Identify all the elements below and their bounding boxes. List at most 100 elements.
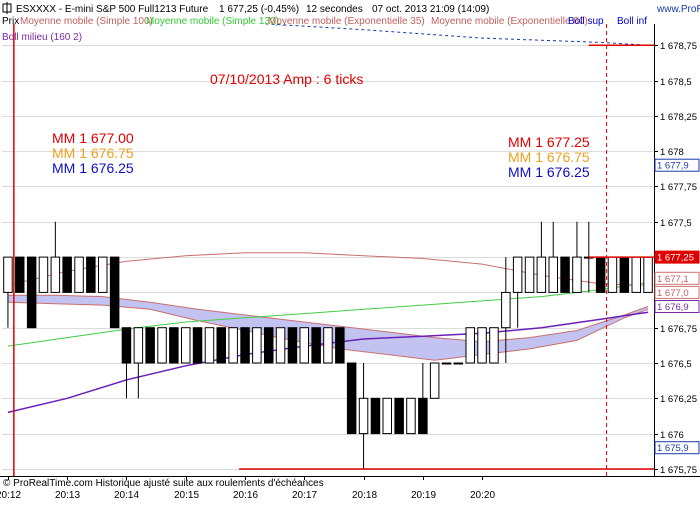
candle [38,256,49,293]
price-tag-box [654,285,700,299]
candle-body [595,256,606,293]
candle [169,327,179,364]
legend-item: Boll inf [617,16,647,27]
candle-body [50,256,61,293]
candle-body [133,327,144,364]
left-mm-label: MM 1 676.25 [52,160,134,176]
candle-body [62,256,72,293]
y-tick-label: 1 676,5 [660,359,692,370]
candle-body [631,256,641,293]
candle-body [572,256,582,293]
y-tick-label: 1 678,75 [660,41,697,52]
candle [536,221,547,293]
candle [512,256,523,328]
price-tag-label: 1 677,0 [657,288,689,299]
candle [643,256,653,293]
candle-body [3,256,13,293]
candle [429,362,440,399]
candle [74,256,84,293]
candle [335,327,345,364]
y-tick-label: 1 678 [660,147,684,158]
candle-body [264,327,274,364]
candle [15,256,25,293]
vertical-lines [13,24,608,476]
x-axis: 20:12 20:13 20:14 20:15 20:16 20:17 20:18 20:19… [0,476,495,501]
candle [3,256,13,328]
candle [394,397,404,435]
annotations: 07/10/2013 Amp : 6 ticks MM 1 677.00 MM 1… [52,71,590,180]
candle [228,327,238,364]
candle [264,327,274,364]
right-mm-label: MM 1 676.75 [508,149,590,165]
legend-item: Moyenne mobile (Simple 130) [146,16,279,27]
right-mm-label: MM 1 677.25 [508,134,590,150]
candle [619,256,630,293]
candle-body [121,327,132,364]
price-tag-box [654,300,700,313]
price-tag: 1 677,25 [654,250,700,264]
candle-body [169,327,179,364]
x-tick-label: 20:20 [470,490,495,500]
left-mm-label: MM 1 677.00 [52,130,134,146]
candle [287,327,298,364]
candle-body [370,397,381,435]
candle [607,256,618,293]
x-tick-label: 20:19 [411,490,436,500]
candle [311,327,321,364]
candle-body [441,362,452,365]
footer-note: © ProRealTime.com Historique ajusté suit… [3,478,324,489]
legend-item: Boll milieu (160 2) [2,32,82,43]
candle-body [275,327,286,364]
candle-body [536,256,547,293]
candle-body [228,327,238,364]
candle [252,327,262,364]
x-tick-label: 20:17 [292,490,317,500]
candle-body [98,256,108,293]
candle-body [489,327,499,364]
y-tick-label: 1 676,25 [660,394,697,405]
candle-body [204,327,215,364]
candle-body [429,362,440,399]
candle [240,327,250,364]
indicator-line [7,282,649,347]
candle-body [311,327,321,364]
y-tick-label: 1 678,5 [660,77,692,88]
legend-item: Moyenne mobile (Simple 100) [20,16,153,27]
candle-body [465,327,475,364]
candle-body [524,256,535,293]
candle [477,327,487,364]
interval-label: 12 secondes [306,4,363,15]
candle [382,397,392,435]
candle [631,256,641,293]
indicator-line [260,24,649,46]
datetime-label: 07 oct. 2013 21:09 (14:09) [372,4,489,15]
candle [595,256,606,293]
candle [299,327,309,364]
candle [441,362,452,365]
candle-body [406,397,416,435]
candle [121,327,132,399]
candle [109,256,120,329]
candle [86,256,96,293]
candle [181,327,191,364]
y-tick-label: 1 677,5 [660,218,692,229]
candle [145,327,155,364]
candle [358,363,369,469]
candle-body [38,256,49,293]
y-tick-label: 1 676 [660,430,684,441]
date-amplitude-label: 07/10/2013 Amp : 6 ticks [210,71,363,87]
candle-body [323,327,333,364]
price-tag: 1 676,9 [654,300,700,313]
candle [50,221,61,293]
price-tag: 1 677,9 [654,158,700,172]
price-tag-box [654,250,700,264]
candle [418,363,428,435]
candle-body [382,397,392,435]
candle-body [287,327,298,364]
x-tick-label: 20:15 [174,490,199,500]
candle-body [145,327,155,364]
legend-item: Boll sup [568,16,604,27]
candle-body [346,362,357,435]
watermark: www.ProRealTime.com [656,4,700,15]
